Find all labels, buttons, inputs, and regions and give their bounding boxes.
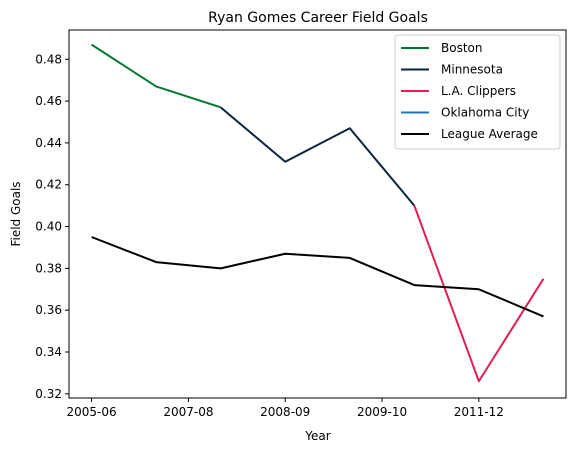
y-tick-label: 0.48	[35, 52, 62, 66]
y-tick-label: 0.44	[35, 136, 62, 150]
x-axis-label: Year	[304, 429, 330, 443]
series-line-boston	[91, 43, 221, 109]
x-tick-label: 2005-06	[67, 405, 117, 419]
x-tick-label: 2011-12	[454, 405, 504, 419]
y-tick-label: 0.34	[35, 345, 62, 359]
series-line-l-a-clippers	[413, 205, 545, 383]
legend-label: Boston	[441, 41, 482, 55]
legend-label: L.A. Clippers	[441, 84, 516, 98]
legend-label: Minnesota	[441, 63, 503, 77]
x-tick-label: 2009-10	[357, 405, 407, 419]
legend-label: Oklahoma City	[441, 106, 529, 120]
x-tick-label: 2008-09	[260, 405, 310, 419]
x-tick-label: 2007-08	[163, 405, 213, 419]
legend-box	[394, 34, 561, 150]
y-tick-label: 0.32	[35, 387, 62, 401]
y-tick-label: 0.46	[35, 94, 62, 108]
y-tick-label: 0.40	[35, 220, 62, 234]
series-line-minnesota	[220, 106, 416, 207]
y-tick-label: 0.42	[35, 178, 62, 192]
y-tick-label: 0.36	[35, 303, 62, 317]
x-tick-labels: 2005-06 2007-08 2008-09 2009-10 2011-12	[67, 405, 504, 419]
legend-label: League Average	[441, 127, 538, 141]
series-lines	[91, 43, 545, 383]
series-line-league-average	[91, 236, 544, 318]
chart-title: Ryan Gomes Career Field Goals	[208, 10, 428, 26]
plot-frame	[68, 29, 567, 399]
y-tick-label: 0.38	[35, 261, 62, 275]
tick-marks	[65, 58, 480, 402]
y-tick-labels: 0.32 0.34 0.36 0.38 0.40 0.42 0.44 0.46 0.48	[35, 52, 62, 401]
y-axis-label: Field Goals	[9, 181, 23, 246]
legend: Boston Minnesota L.A. Clippers Oklahoma Cit…	[394, 34, 561, 150]
